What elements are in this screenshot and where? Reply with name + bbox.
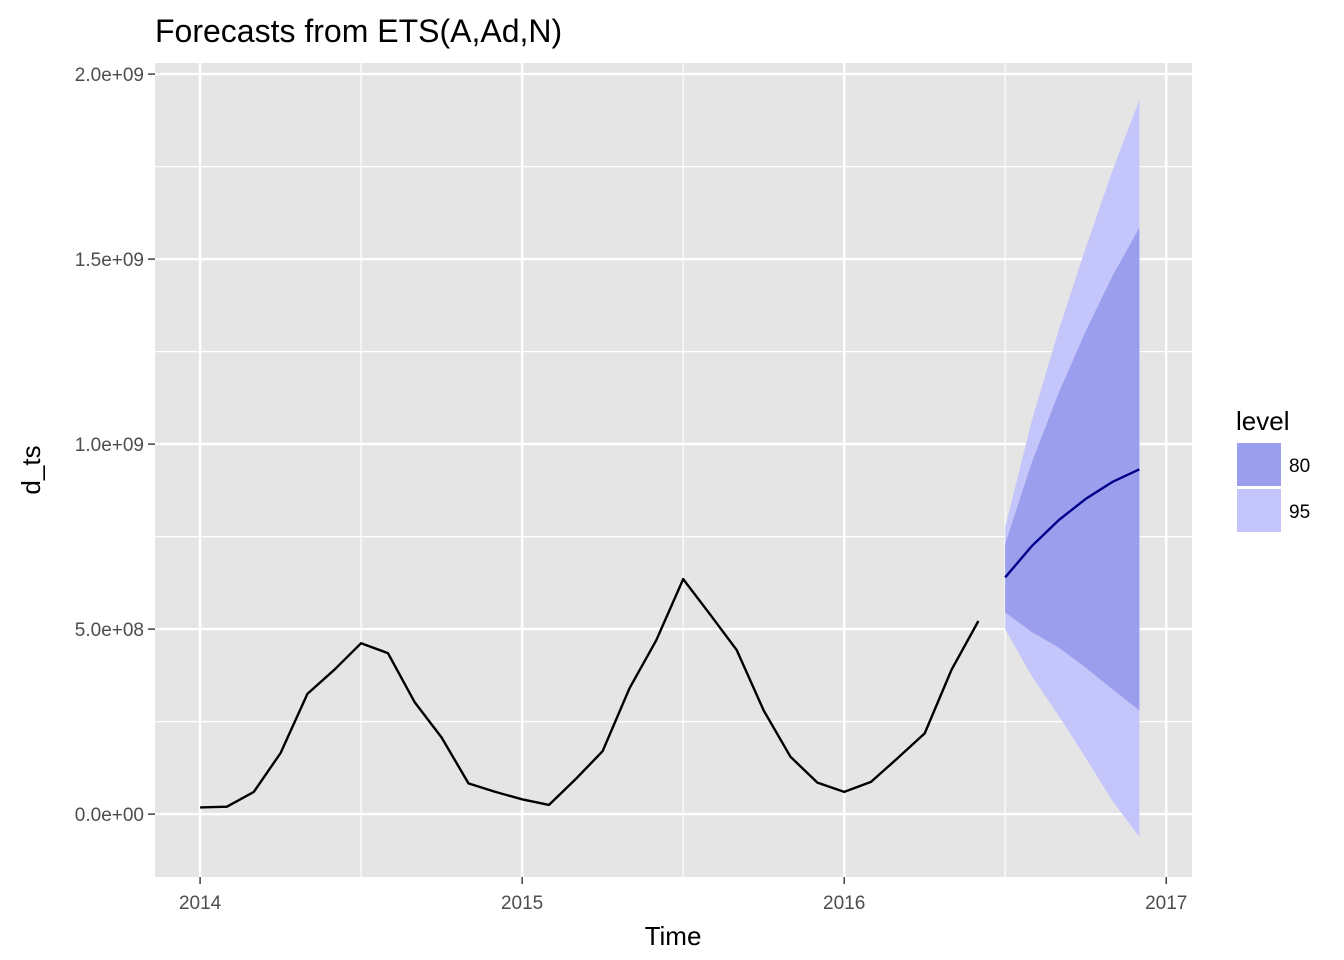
y-axis: 0.0e+00 5.0e+08 1.0e+09 1.5e+09 2.0e+09 [75,65,155,826]
y-tick-label: 1.0e+09 [75,435,144,456]
y-axis-title: d_ts [16,445,46,494]
grid-minor [155,63,1192,877]
y-tick-label: 2.0e+09 [75,65,144,86]
y-tick-label: 5.0e+08 [75,620,144,641]
grid-major [155,63,1192,877]
series-lines [200,468,1140,809]
legend-key-80 [1237,443,1281,486]
y-tick-label: 1.5e+09 [75,250,144,271]
x-axis: 2014 2015 2016 2017 [179,877,1187,914]
history-line [200,577,980,809]
plot-panel [155,63,1192,877]
forecast-bands [1005,100,1140,837]
legend-label-80: 80 [1289,456,1310,477]
x-tick-label: 2014 [179,893,222,914]
x-tick-label: 2016 [823,893,865,914]
forecast-mean-line [1004,468,1140,579]
x-tick-label: 2017 [1145,893,1187,914]
legend: level 80 95 [1236,406,1310,532]
legend-title: level [1236,406,1289,436]
x-tick-label: 2015 [501,893,543,914]
band-80 [1005,227,1140,711]
chart-title: Forecasts from ETS(A,Ad,N) [155,13,562,49]
x-axis-title: Time [645,921,702,951]
legend-label-95: 95 [1289,502,1310,523]
y-tick-label: 0.0e+00 [75,805,144,826]
legend-key-95 [1237,489,1281,532]
